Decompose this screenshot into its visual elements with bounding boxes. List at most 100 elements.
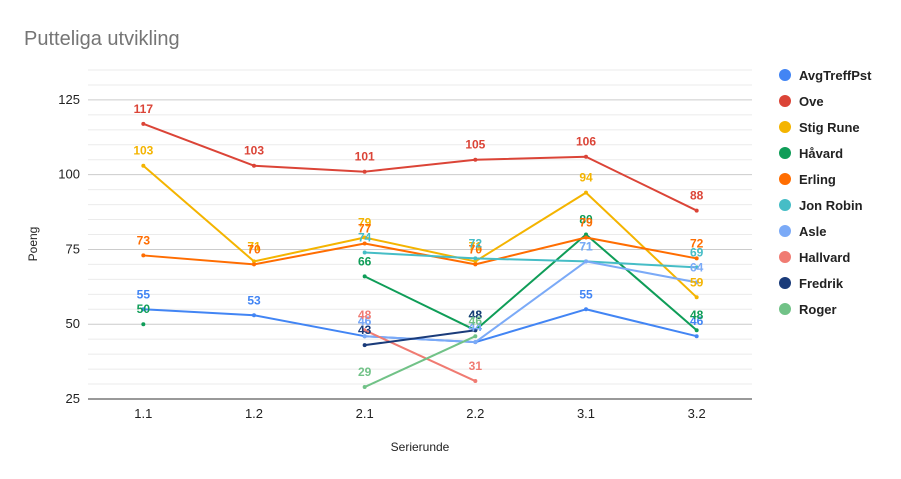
data-label: 79: [358, 215, 372, 229]
data-label: 80: [579, 213, 593, 227]
data-label: 70: [247, 242, 261, 256]
y-tick-label: 25: [66, 391, 80, 406]
legend-item: Stig Rune: [779, 120, 860, 135]
data-label: 66: [358, 254, 372, 268]
data-point: [584, 259, 588, 264]
legend-item: Asle: [779, 224, 826, 239]
data-label: 88: [690, 189, 704, 203]
y-tick-label: 125: [58, 92, 80, 107]
series-erling: [141, 235, 699, 267]
legend-swatch: [779, 251, 791, 263]
data-point: [141, 163, 146, 168]
series-line: [364, 329, 476, 382]
data-label: 106: [576, 135, 596, 149]
data-point: [584, 154, 588, 159]
data-point: [584, 307, 588, 312]
data-point: [362, 274, 367, 279]
series-stig-rune: [141, 163, 699, 300]
legend-swatch: [779, 199, 791, 211]
axes: 25 50 75 100 125 1.1 1.2 2.1 2.2 3.1 3.2: [58, 92, 752, 421]
data-label: 79: [579, 215, 593, 229]
data-label: 71: [579, 239, 593, 253]
data-label: 31: [469, 359, 483, 373]
data-point: [362, 343, 367, 348]
series-line: [364, 233, 698, 332]
data-label: 48: [469, 308, 483, 322]
data-label: 72: [690, 236, 704, 250]
x-tick-label: 3.2: [688, 406, 706, 421]
data-label: 53: [247, 293, 261, 307]
data-point: [694, 256, 699, 261]
data-point: [252, 313, 256, 318]
series-line: [143, 236, 697, 266]
legend-label: Stig Rune: [799, 120, 860, 135]
data-point: [362, 334, 367, 339]
data-label: 94: [579, 171, 593, 185]
data-label: 46: [469, 314, 483, 328]
data-point: [694, 208, 699, 213]
series-line: [364, 260, 697, 344]
data-label: 59: [690, 275, 704, 289]
legend-swatch: [779, 277, 791, 289]
series-line: [364, 251, 697, 269]
x-tick-label: 3.1: [577, 406, 595, 421]
data-point: [252, 262, 256, 267]
data-point: [694, 328, 699, 333]
legend: AvgTreffPst Ove Stig Rune Håvard Erling Jon R…: [779, 68, 872, 317]
data-point: [252, 163, 256, 168]
data-label: 74: [358, 230, 372, 244]
data-point: [362, 169, 367, 174]
x-axis-title: Serierunde: [391, 440, 450, 454]
data-label: 50: [137, 302, 151, 316]
data-label: 72: [469, 236, 483, 250]
x-tick-label: 2.2: [466, 406, 484, 421]
legend-label: Ove: [799, 94, 824, 109]
data-point: [141, 307, 146, 312]
data-label: 103: [133, 144, 153, 158]
chart-title: Putteliga utvikling: [24, 28, 180, 50]
series-fredrik: [362, 328, 478, 348]
data-point: [362, 328, 367, 333]
data-label: 44: [469, 320, 483, 334]
legend-item: Hallvard: [779, 250, 850, 265]
data-point: [584, 232, 588, 237]
data-point: [584, 190, 588, 195]
data-point: [473, 340, 478, 345]
legend-swatch: [779, 147, 791, 159]
series-line: [142, 122, 698, 212]
series-roger: [362, 334, 478, 390]
legend-label: Asle: [799, 224, 826, 239]
data-label: 46: [690, 314, 704, 328]
series-line: [364, 335, 476, 388]
legend-item: Erling: [779, 172, 836, 187]
data-point: [473, 262, 478, 267]
data-point: [473, 256, 478, 261]
data-point: [141, 121, 146, 126]
data-point: [694, 280, 699, 285]
data-label: 71: [579, 239, 593, 253]
data-label: 46: [358, 314, 372, 328]
y-tick-label: 100: [58, 167, 80, 182]
legend-item: Roger: [779, 302, 837, 317]
data-point: [362, 235, 367, 240]
data-label: 117: [134, 102, 154, 116]
x-tick-label: 1.2: [245, 406, 263, 421]
data-point: [473, 157, 478, 162]
data-point: [362, 241, 367, 246]
data-point: [694, 265, 699, 270]
data-label: 29: [358, 365, 372, 379]
legend-label: Hallvard: [799, 250, 850, 265]
legend-label: Erling: [799, 172, 836, 187]
data-point: [141, 253, 146, 258]
legend-item: Fredrik: [779, 276, 844, 291]
data-label: 44: [469, 320, 483, 334]
data-point: [694, 295, 699, 300]
data-label: 55: [579, 287, 593, 301]
legend-item: Jon Robin: [779, 198, 863, 213]
data-point: [362, 250, 367, 255]
data-point: [694, 334, 699, 339]
legend-swatch: [779, 95, 791, 107]
